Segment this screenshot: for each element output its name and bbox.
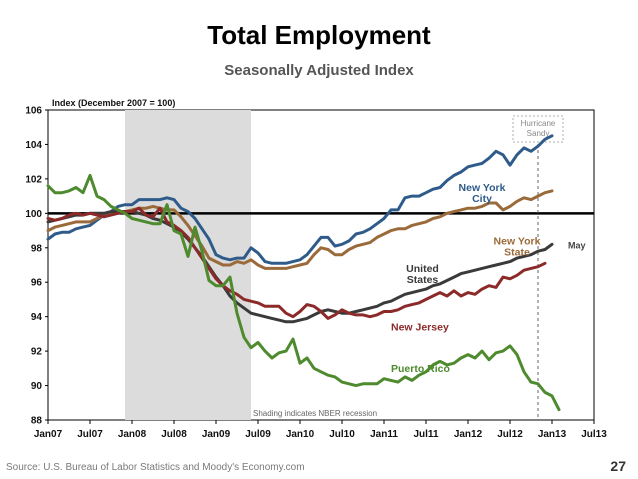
y-axis-label: Index (December 2007 = 100) [52,98,175,108]
chart-title: Total Employment [207,20,431,50]
source-note: Source: U.S. Bureau of Labor Statistics … [6,462,305,473]
y-tick-label: 94 [31,312,43,323]
series-label-new-jersey: New Jersey [391,321,449,333]
page-number: 27 [610,458,626,474]
series-label-united-states: States [407,274,439,286]
x-tick-label: Jul12 [497,429,523,440]
end-date-label: May [568,240,586,250]
y-tick-label: 102 [25,174,42,185]
y-tick-label: 106 [25,106,42,117]
y-tick-label: 92 [31,347,43,358]
series-line-new-york-city [46,134,554,265]
event-label-line: Hurricane [521,119,556,128]
x-tick-label: Jul07 [77,429,103,440]
series-line-puerto-rico [46,173,561,412]
x-tick-label: Jul11 [413,429,438,440]
series-line-new-york-state [46,189,554,270]
plot-area-frame [47,109,595,421]
event-label-line: Sandy [527,129,550,138]
series-line-united-states [46,210,554,324]
y-tick-label: 98 [31,243,43,254]
series-label-new-york-city: New York [459,182,506,194]
x-tick-label: Jan07 [34,429,63,440]
x-tick-label: Jan08 [118,429,147,440]
recession-note: Shading indicates NBER recession [253,409,377,418]
x-tick-label: Jan09 [202,429,231,440]
x-tick-label: Jul10 [329,429,355,440]
chart-subtitle: Seasonally Adjusted Index [224,62,414,79]
y-tick-label: 100 [25,209,42,220]
y-tick-label: 104 [25,140,42,151]
series-label-puerto-rico: Puerto Rico [391,363,450,375]
series-label-new-york-city: City [472,193,492,205]
series-label-new-york-state: State [504,246,530,258]
series-label-new-york-state: New York [494,235,541,247]
x-tick-label: Jul09 [245,429,271,440]
y-tick-label: 88 [31,416,43,427]
series-label-united-states: United [406,263,439,275]
series-line-new-jersey [46,206,547,320]
x-tick-label: Jan10 [286,429,315,440]
event-label-box [512,115,564,143]
x-tick-label: Jan12 [454,429,483,440]
x-tick-label: Jan13 [538,429,567,440]
x-tick-label: Jul13 [581,429,607,440]
x-tick-label: Jan11 [370,429,398,440]
y-tick-label: 96 [31,278,43,289]
y-tick-label: 90 [31,381,43,392]
x-tick-label: Jul08 [161,429,187,440]
